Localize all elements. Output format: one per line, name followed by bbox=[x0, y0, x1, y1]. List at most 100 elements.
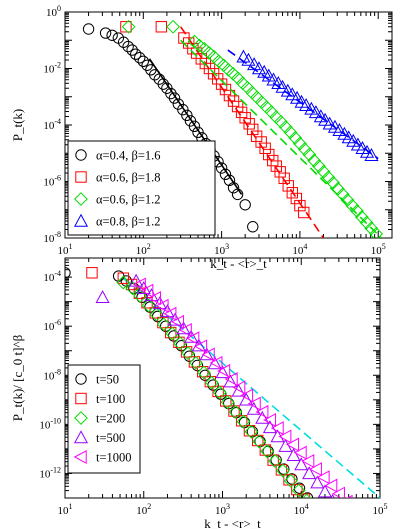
y-tick-label: 10-6 bbox=[43, 318, 61, 333]
data-point bbox=[255, 136, 267, 148]
data-point bbox=[223, 174, 236, 187]
x-tick-label: 102 bbox=[136, 242, 151, 257]
y-axis: 100 10-2 10-4 10-6 10-8 bbox=[43, 4, 392, 245]
data-point bbox=[261, 68, 276, 82]
data-point bbox=[130, 48, 142, 60]
data-point bbox=[177, 103, 189, 116]
legend-marker bbox=[75, 149, 87, 161]
data-point bbox=[308, 105, 323, 119]
data-point bbox=[106, 29, 118, 41]
data-point bbox=[173, 336, 185, 349]
x-tick-label: 103 bbox=[214, 242, 229, 257]
legend-label: α=0.4, β=1.6 bbox=[96, 149, 161, 163]
data-point bbox=[282, 180, 294, 192]
legend-box bbox=[67, 364, 141, 474]
data-point bbox=[223, 374, 238, 388]
data-point bbox=[141, 298, 156, 313]
y-tick-label: 10-12 bbox=[39, 465, 61, 480]
data-point bbox=[125, 278, 138, 291]
data-point bbox=[283, 473, 298, 488]
data-point bbox=[215, 162, 228, 174]
data-point bbox=[275, 79, 290, 93]
data-point bbox=[201, 347, 215, 362]
data-point bbox=[335, 187, 350, 202]
y-tick-label: 10-6 bbox=[43, 174, 61, 189]
legend: t=50 t=100 t=200 t=500 t=1000 bbox=[67, 364, 141, 474]
data-point bbox=[324, 478, 338, 493]
data-point bbox=[176, 321, 191, 335]
data-point bbox=[221, 62, 236, 77]
data-point bbox=[117, 272, 130, 284]
data-point bbox=[149, 307, 164, 322]
data-point bbox=[195, 53, 207, 65]
data-point bbox=[350, 204, 364, 218]
data-point bbox=[251, 61, 267, 75]
data-point bbox=[307, 153, 322, 168]
y-tick-label: 10-4 bbox=[43, 117, 61, 132]
data-point bbox=[310, 475, 325, 489]
data-point bbox=[320, 504, 330, 514]
data-point bbox=[228, 405, 243, 419]
data-point bbox=[239, 199, 251, 211]
data-point bbox=[331, 181, 345, 196]
legend-label: t=1000 bbox=[96, 451, 132, 465]
legend: α=0.4, β=1.6 α=0.6, β=1.8 α=0.6, β=1.2 α=0.… bbox=[67, 140, 216, 236]
plot-area bbox=[65, 267, 380, 526]
data-point bbox=[132, 277, 146, 292]
data-point bbox=[298, 206, 310, 219]
data-point bbox=[312, 159, 326, 174]
data-point bbox=[278, 172, 290, 184]
x-tick-label: 104 bbox=[294, 502, 309, 517]
data-point bbox=[286, 448, 301, 461]
data-point bbox=[332, 123, 347, 136]
data-point bbox=[244, 424, 259, 439]
data-point bbox=[364, 147, 379, 161]
legend-marker bbox=[75, 171, 87, 183]
data-point bbox=[240, 80, 255, 95]
data-point bbox=[219, 168, 232, 180]
data-point bbox=[171, 314, 185, 329]
data-point bbox=[294, 457, 309, 471]
data-point bbox=[186, 331, 200, 346]
data-point bbox=[134, 52, 146, 64]
y-axis-label: P_t(k)/ [c_0 t]^β bbox=[10, 334, 25, 421]
data-point bbox=[240, 388, 254, 403]
data-point bbox=[137, 55, 150, 67]
data-point bbox=[202, 45, 216, 60]
x-axis-label: k_t - <r>_t bbox=[204, 516, 261, 529]
data-point bbox=[270, 429, 285, 443]
data-point bbox=[188, 120, 201, 132]
data-point bbox=[121, 19, 136, 34]
data-point bbox=[120, 21, 132, 33]
data-point bbox=[196, 365, 211, 380]
legend-label: t=50 bbox=[96, 373, 119, 387]
data-point bbox=[333, 514, 345, 526]
data-point bbox=[286, 187, 299, 199]
data-point bbox=[354, 210, 369, 224]
data-point bbox=[224, 372, 238, 387]
x-tick-label: 105 bbox=[373, 502, 388, 517]
data-point bbox=[155, 298, 169, 313]
data-point bbox=[260, 444, 274, 459]
data-point bbox=[194, 339, 208, 354]
data-point bbox=[95, 290, 110, 304]
data-point bbox=[255, 404, 269, 420]
data-point bbox=[288, 130, 303, 145]
data-point bbox=[157, 78, 169, 90]
data-point bbox=[148, 291, 161, 306]
data-point bbox=[184, 329, 199, 343]
data-point bbox=[301, 454, 315, 469]
data-point bbox=[209, 355, 223, 370]
data-point bbox=[262, 420, 277, 434]
data-point bbox=[270, 421, 284, 436]
data-point bbox=[250, 130, 263, 142]
data-point bbox=[99, 27, 112, 39]
x-tick-label: 103 bbox=[215, 502, 230, 517]
data-point bbox=[252, 434, 267, 449]
y-axis-label: P_t(k) bbox=[10, 109, 25, 142]
data-point bbox=[204, 375, 219, 390]
data-point bbox=[236, 49, 251, 63]
y-tick-label: 10-2 bbox=[43, 61, 61, 76]
data-point bbox=[278, 429, 292, 444]
data-point bbox=[165, 326, 180, 341]
